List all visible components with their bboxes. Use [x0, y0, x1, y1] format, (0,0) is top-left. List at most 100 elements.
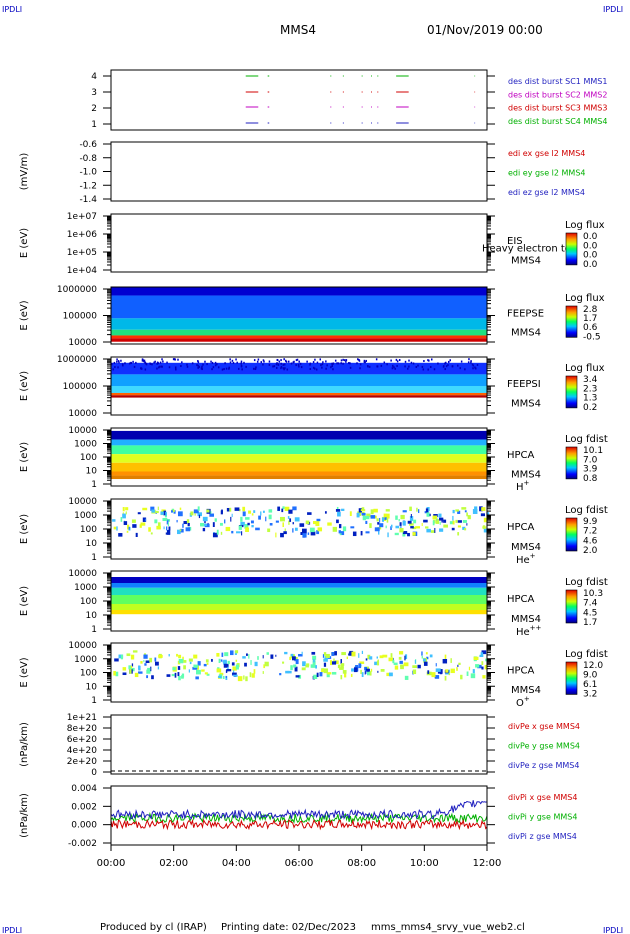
spectro-speckle	[201, 669, 205, 672]
spectro-speckle	[481, 661, 484, 666]
spectro-speckle	[282, 506, 285, 510]
spectro-speckle	[140, 661, 143, 664]
y-tick-label: 1e+21	[67, 713, 97, 723]
species-label: He+	[516, 552, 536, 566]
spectro-speckle	[228, 366, 230, 369]
spectro-speckle	[165, 511, 167, 516]
burst-segments	[245, 75, 476, 124]
spectro-speckle	[288, 520, 290, 525]
spectro-speckle	[448, 672, 451, 676]
spacecraft-label: MMS4	[511, 542, 541, 553]
y-tick-label: 3	[91, 88, 97, 98]
spectro-speckle	[323, 668, 329, 674]
spectro-speckle	[214, 361, 217, 364]
y-tick-label: 10000	[68, 641, 97, 651]
spectro-speckle	[284, 528, 286, 532]
color-scale-value: 6.1	[583, 680, 597, 690]
spectro-speckle	[427, 670, 430, 674]
spectro-speckle	[355, 664, 359, 669]
spectro-speckle	[179, 507, 182, 510]
spectro-speckle	[288, 509, 293, 514]
spectro-speckle	[183, 521, 188, 525]
spectro-speckle	[143, 653, 146, 656]
spectro-speckle	[407, 520, 412, 524]
spectro-speckle	[115, 671, 119, 677]
legend-entry: des dist burst SC2 MMS2	[508, 90, 607, 99]
spectro-speckle	[342, 362, 344, 365]
spectro-speckle	[321, 366, 323, 369]
spectro-speckle	[412, 665, 418, 669]
spectro-speckle	[445, 365, 448, 368]
panel-frame	[110, 69, 488, 131]
spectro-speckle	[263, 360, 265, 363]
spectro-speckle	[435, 663, 437, 667]
spectro-speckle	[309, 368, 312, 371]
y-tick-label: 100	[80, 597, 97, 607]
spacecraft-label: MMS4	[511, 614, 541, 625]
spectro-speckle	[450, 658, 452, 663]
spectro-speckle	[400, 525, 402, 529]
spectro-speckle	[342, 670, 347, 674]
spectro-speckle	[366, 671, 371, 676]
series-line	[110, 818, 488, 831]
spectro-speckle	[395, 358, 398, 361]
spectro-speckle	[433, 514, 438, 518]
spectro-speckle	[265, 516, 267, 522]
spectro-speckle	[203, 663, 207, 667]
spectro-speckle	[113, 670, 116, 676]
spectro-speckle	[118, 654, 124, 659]
color-scale-value: 0.0	[583, 241, 598, 251]
y-tick-label: -1.4	[79, 195, 97, 205]
spectro-speckle	[370, 515, 376, 519]
spectro-speckle	[457, 532, 460, 536]
spectro-speckle	[177, 672, 180, 677]
spectro-speckle	[253, 359, 256, 362]
y-axis-label: E (eV)	[19, 657, 30, 687]
spectro-speckle	[299, 362, 302, 365]
spectrogram-hpca-he	[112, 506, 490, 538]
y-tick-label: 1e+06	[67, 230, 98, 240]
spectro-speckle	[201, 368, 203, 371]
color-scale-bar	[565, 305, 578, 338]
spectro-speckle	[283, 368, 285, 371]
spectro-speckle	[321, 668, 326, 673]
spectro-speckle	[312, 366, 315, 369]
spectrogram-feepsi	[111, 358, 487, 398]
spectro-speckle	[143, 359, 146, 362]
spectro-speckle	[240, 521, 245, 526]
spectro-speckle	[246, 653, 248, 656]
spectro-speckle	[428, 359, 430, 362]
spectro-speckle	[295, 364, 297, 367]
spectro-speckle	[214, 518, 217, 522]
y-tick-label: 1000000	[57, 355, 97, 365]
color-scale-bar	[565, 375, 578, 409]
spectro-speckle	[188, 669, 190, 673]
spectro-speckle	[394, 367, 396, 370]
spectro-speckle	[197, 506, 200, 511]
spectro-speckle	[379, 517, 381, 523]
spectro-speckle	[466, 512, 468, 517]
spectro-speckle	[398, 359, 401, 362]
color-scale-bar	[565, 446, 578, 480]
spectro-speckle	[369, 671, 372, 676]
spectro-speckle	[315, 521, 320, 527]
spectro-speckle	[159, 361, 162, 364]
spectro-speckle	[143, 654, 148, 659]
spectro-speckle	[144, 663, 147, 666]
spectro-speckle	[177, 358, 179, 361]
spectro-speckle	[349, 366, 352, 369]
spectro-speckle	[379, 523, 384, 528]
spectro-speckle	[336, 519, 339, 524]
spectro-speckle	[240, 365, 243, 368]
spectro-speckle	[359, 367, 361, 370]
spectro-speckle	[158, 365, 161, 368]
spectro-speckle	[212, 366, 215, 369]
spectro-speckle	[423, 360, 425, 363]
spectro-speckle	[439, 521, 441, 525]
y-axis-label: (nPa/km)	[19, 722, 30, 767]
spectro-speckle	[365, 658, 368, 661]
spectro-speckle	[340, 659, 342, 664]
